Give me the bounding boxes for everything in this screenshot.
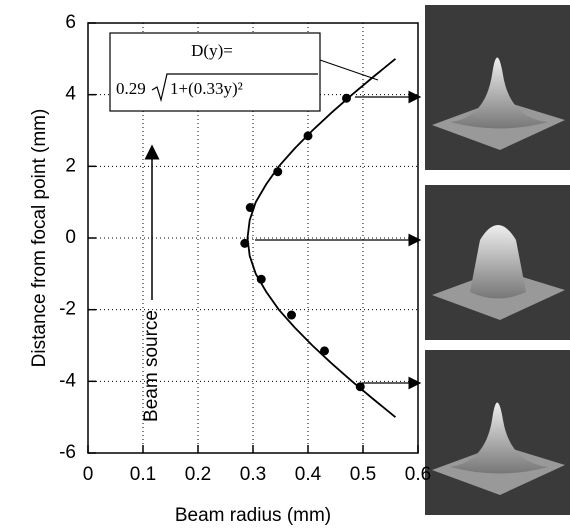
x-tick-label: 0.6 (405, 464, 431, 485)
y-tick-label: 2 (65, 155, 76, 176)
y-tick-label: -6 (59, 442, 76, 463)
y-tick-label: 0 (65, 227, 76, 248)
data-point (245, 203, 255, 213)
x-tick-label: 0 (83, 464, 94, 485)
beam-profile-images (425, 5, 570, 515)
formula-box (109, 32, 321, 112)
formula-leader (319, 59, 379, 81)
formula-lhs: D(y)= (191, 41, 233, 60)
annotation: Beam source (141, 310, 162, 422)
data-point (303, 131, 313, 141)
x-tick-label: 0.4 (295, 464, 322, 485)
data-point (355, 382, 365, 392)
x-tick-label: 0.1 (130, 464, 156, 485)
profile-peak (470, 225, 526, 299)
plot-area: 0 0.1 0.2 0.3 0.4 0.5 0.6 -6 -4 -2 0 2 4 6 (59, 12, 431, 485)
data-point (287, 310, 296, 320)
profile-peak (450, 57, 548, 129)
x-axis-label: Beam radius (mm) (175, 505, 331, 526)
data-point (320, 346, 329, 356)
fit-curve (246, 58, 397, 418)
formula-coef: 0.29 (116, 79, 146, 98)
x-tick-label: 0.5 (350, 464, 376, 485)
x-tick-label: 0.3 (240, 464, 266, 485)
y-tick-label: -4 (59, 370, 76, 391)
x-tick-label: 0.2 (185, 464, 211, 485)
plot-frame (87, 22, 419, 454)
data-point (342, 93, 351, 103)
sqrt-sign (151, 73, 318, 103)
y-tick-label: 6 (65, 12, 76, 33)
profile-peak (450, 402, 548, 474)
data-point (240, 238, 250, 248)
data-point (256, 274, 266, 284)
y-tick-label: 4 (65, 84, 76, 105)
formula-radicand: 1+(0.33y)² (170, 79, 243, 98)
y-tick-label: -2 (59, 299, 76, 320)
y-axis-label: Distance from focal point (mm) (29, 109, 50, 368)
data-point (273, 167, 283, 177)
